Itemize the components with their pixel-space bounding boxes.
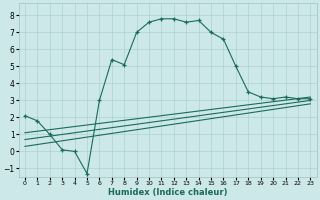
X-axis label: Humidex (Indice chaleur): Humidex (Indice chaleur) bbox=[108, 188, 228, 197]
